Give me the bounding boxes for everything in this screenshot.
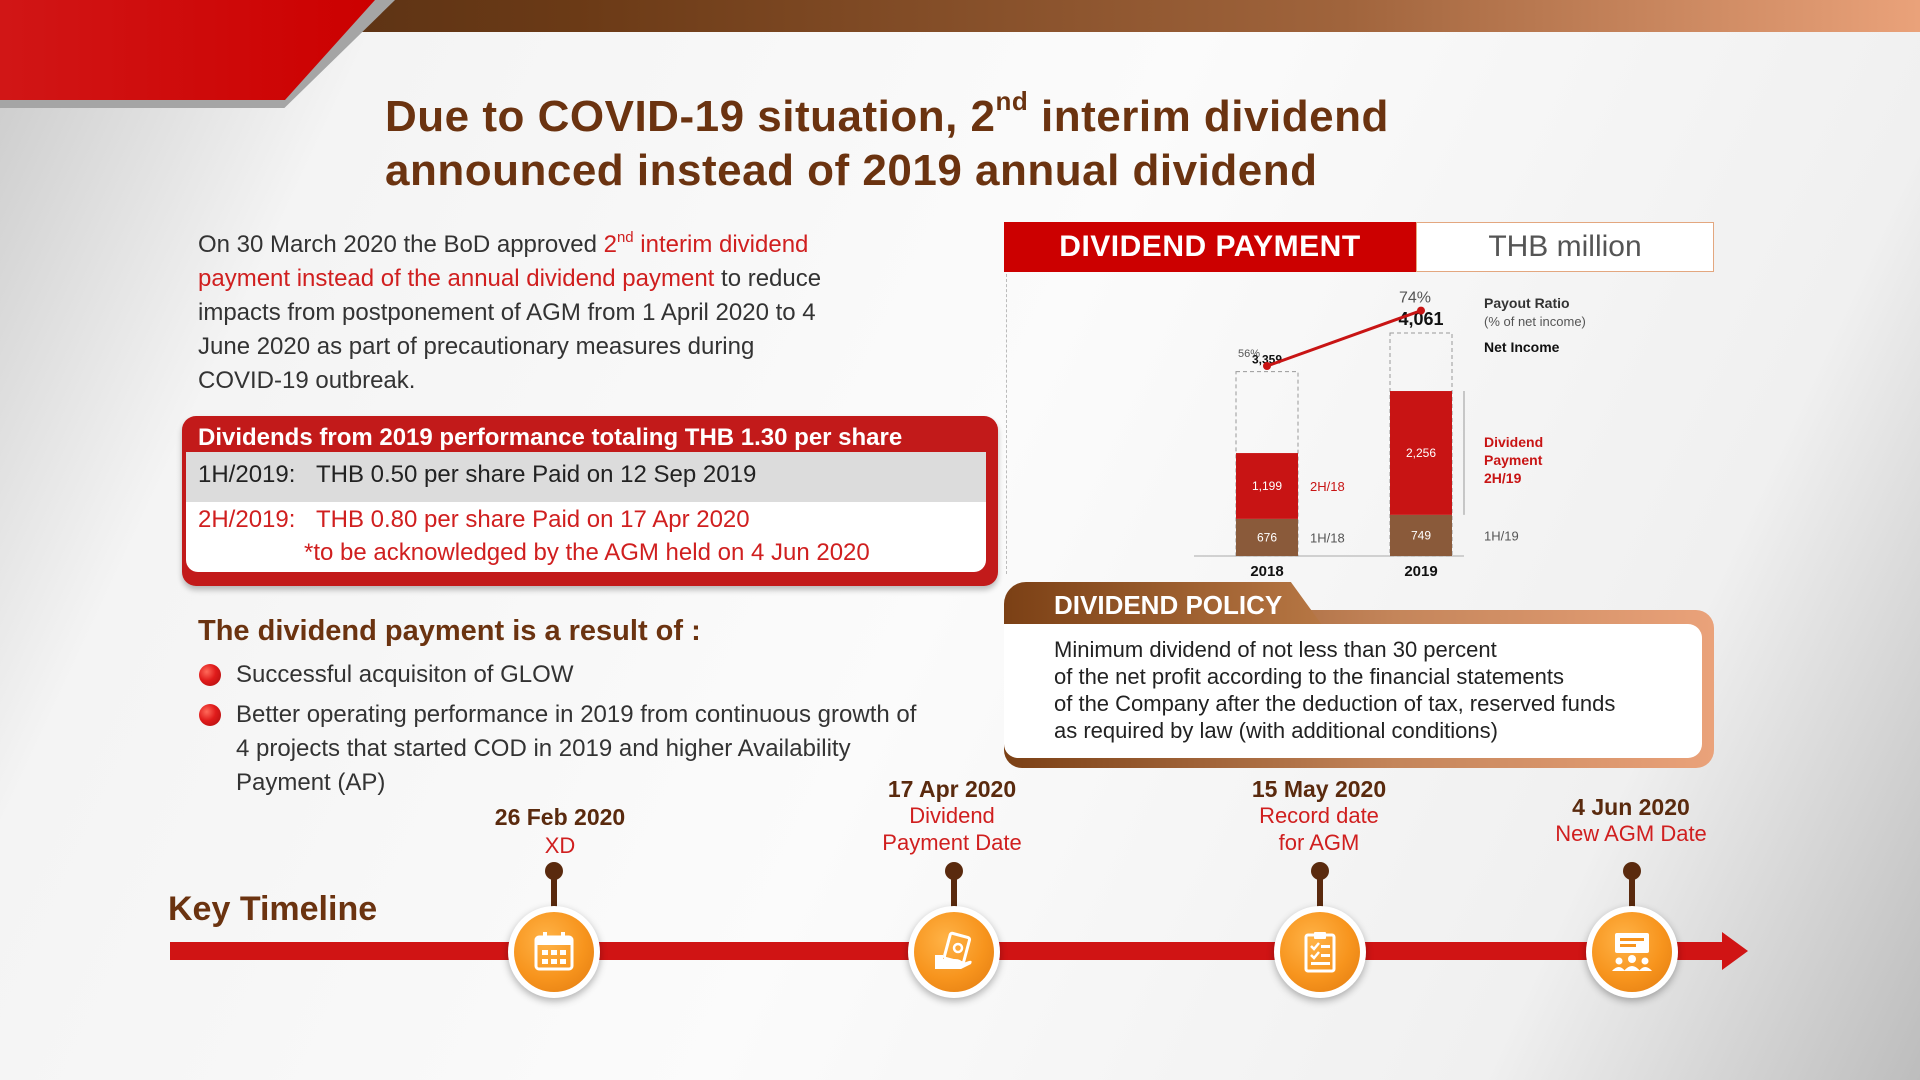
meeting-presentation-icon [1612, 933, 1652, 971]
dividend-chart: 6761,1993,35920187492,2564,061201956%74%… [1194, 290, 1586, 580]
bar-value-label: 676 [1257, 530, 1277, 544]
bar-value-label: 1,199 [1252, 479, 1282, 493]
legend-payout-ratio: Payout Ratio [1484, 295, 1570, 311]
page-title: Due to COVID-19 situation, 2nd interim d… [385, 86, 1585, 198]
timeline-knob [1623, 862, 1641, 880]
timeline-date-1: 26 Feb 2020 [494, 804, 626, 830]
second-half-bar [1236, 453, 1298, 519]
result-bullet-1: Successful acquisiton of GLOW [236, 661, 574, 688]
bar-value-label: 2,256 [1406, 446, 1436, 460]
result-heading: The dividend payment is a result of : [198, 615, 701, 647]
timeline-desc-3: Record date for AGM [1259, 803, 1379, 855]
second-half-bar [1390, 391, 1452, 515]
bullet-dot [199, 704, 221, 726]
legend-payout-ratio-sub: (% of net income) [1484, 314, 1586, 329]
payout-ratio-point [1263, 362, 1271, 370]
panel-divider [1006, 274, 1007, 574]
title-line-2: announced instead of 2019 annual dividen… [385, 146, 1318, 195]
legend-dividend-2h19: Dividend [1484, 434, 1543, 450]
row-text: THB 0.80 per share Paid on 17 Apr 2020 [316, 506, 750, 533]
bar-value-label: 749 [1411, 528, 1431, 542]
clipboard-checklist-icon [1304, 932, 1336, 973]
payout-ratio-point [1417, 306, 1425, 315]
timeline-date-3: 15 May 2020 [1251, 776, 1387, 802]
money-hand-icon [935, 931, 972, 969]
dividends-summary-box: Dividends from 2019 performance totaling… [182, 416, 998, 586]
series-label-2h18: 2H/18 [1310, 479, 1345, 494]
timeline-date-2: 17 Apr 2020 [887, 776, 1017, 802]
timeline-title: Key Timeline [168, 890, 378, 928]
intro-highlight: 2nd interim dividend payment instead of … [198, 229, 809, 292]
policy-line: as required by law (with additional cond… [1054, 718, 1498, 743]
timeline-node-2 [908, 906, 1000, 998]
dividend-payment-unit: THB million [1416, 222, 1714, 272]
series-label-1h19: 1H/19 [1484, 528, 1519, 543]
title-line-1: Due to COVID-19 situation, 2nd interim d… [385, 86, 1389, 141]
calendar-icon [534, 932, 574, 971]
first-half-bar [1390, 514, 1452, 556]
timeline-node-1 [508, 906, 600, 998]
row-label: 1H/2019: [198, 461, 296, 488]
legend-dividend-2h19: Payment [1484, 452, 1543, 468]
dividend-row-1h2019: 1H/2019: THB 0.50 per share Paid on 12 S… [186, 452, 986, 502]
timeline-stem [1629, 872, 1635, 912]
timeline-node-4 [1586, 906, 1678, 998]
policy-line: of the net profit according to the finan… [1054, 664, 1564, 689]
dividends-box-title: Dividends from 2019 performance totaling… [198, 424, 903, 451]
dividend-row-2h2019: 2H/2019: THB 0.80 per share Paid on 17 A… [186, 502, 986, 572]
timeline-stem [1317, 872, 1323, 912]
timeline-knob [545, 862, 563, 880]
policy-text: Minimum dividend of not less than 30 per… [1054, 636, 1694, 744]
payout-ratio-line [1266, 309, 1422, 368]
legend-dividend-2h19: 2H/19 [1484, 470, 1522, 486]
payout-ratio-label: 56% [1238, 348, 1260, 360]
timeline-desc-2: Dividend Payment Date [882, 803, 1022, 855]
dividend-payment-header: DIVIDEND PAYMENT [1004, 222, 1416, 272]
policy-line: of the Company after the deduction of ta… [1054, 691, 1616, 716]
first-half-bar [1236, 518, 1298, 556]
corner-accent-red [0, 0, 375, 100]
policy-line: Minimum dividend of not less than 30 per… [1054, 637, 1497, 662]
category-label: 2018 [1250, 563, 1283, 580]
intro-paragraph: On 30 March 2020 the BoD approved 2nd in… [198, 229, 822, 394]
result-bullet-2: Better operating performance in 2019 fro… [236, 701, 917, 796]
timeline-desc-4: New AGM Date [1555, 821, 1707, 846]
row-label: 2H/2019: [198, 506, 296, 533]
timeline-node-3 [1274, 906, 1366, 998]
row-text: THB 0.50 per share Paid on 12 Sep 2019 [316, 461, 757, 488]
bullet-dot [199, 664, 221, 686]
legend-net-income: Net Income [1484, 339, 1560, 355]
series-label-1h18: 1H/18 [1310, 530, 1345, 545]
row-note: *to be acknowledged by the AGM held on 4… [304, 539, 870, 566]
timeline-knob [1311, 862, 1329, 880]
timeline-desc-1: XD [544, 833, 576, 858]
dividends-box-content: 1H/2019: THB 0.50 per share Paid on 12 S… [186, 452, 986, 572]
category-label: 2019 [1404, 563, 1437, 580]
policy-content-box [1004, 624, 1702, 758]
timeline-stem [951, 872, 957, 912]
timeline-arrow-head [1722, 932, 1748, 970]
payout-ratio-label: 74% [1399, 290, 1431, 307]
timeline-stem [551, 872, 557, 912]
timeline-knob [945, 862, 963, 880]
timeline-date-4: 4 Jun 2020 [1572, 794, 1690, 820]
